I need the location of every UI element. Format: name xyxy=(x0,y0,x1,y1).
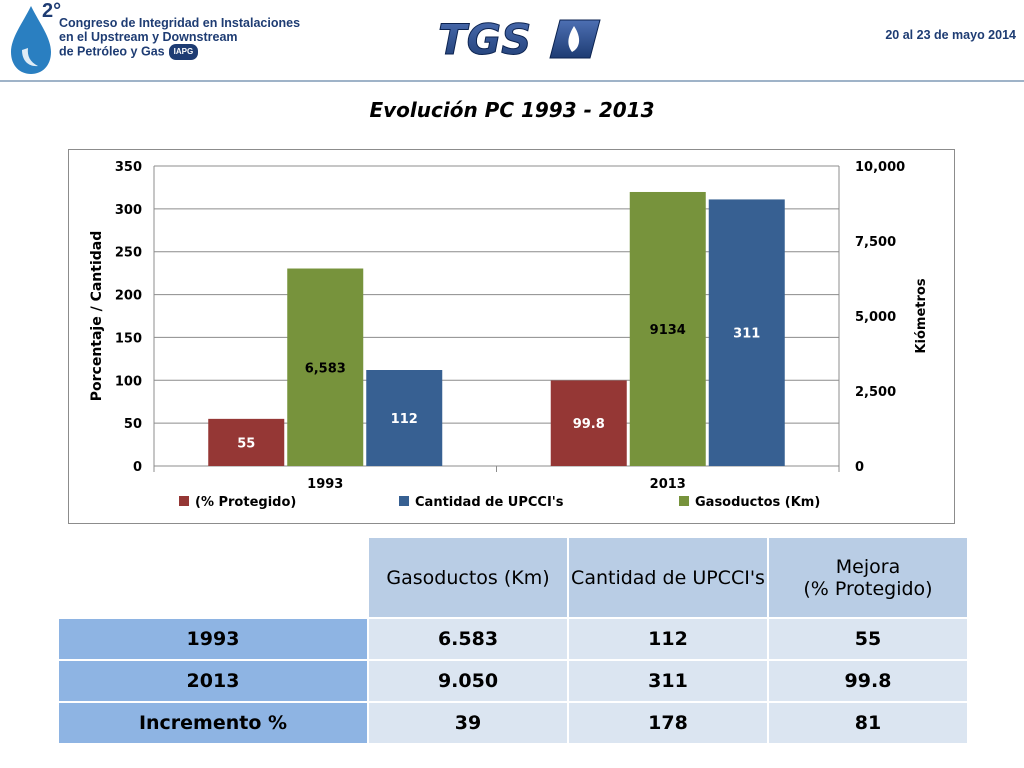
table-row-label: 1993 xyxy=(57,617,369,661)
slide-header: 2° Congreso de Integridad en Instalacion… xyxy=(0,0,1024,80)
bar xyxy=(629,191,706,467)
table-header-cell: Mejora (% Protegido) xyxy=(767,536,969,619)
table-cell: 311 xyxy=(567,659,769,703)
bar-chart: 0 50 100 150 200 250 300 350 0 2,500 5,000 7,500 10,… xyxy=(89,160,929,510)
page-title: Evolución PC 1993 - 2013 xyxy=(369,98,655,122)
tgs-logo-text: TGS xyxy=(438,15,531,62)
y2-tick-label: 10,000 xyxy=(855,160,905,175)
table-row-label: Incremento % xyxy=(57,701,369,745)
table-row: 1993 6.583 112 55 xyxy=(57,617,969,661)
table-cell: 6.583 xyxy=(367,617,569,661)
legend-swatch xyxy=(399,496,409,506)
data-label: 99.8 xyxy=(573,417,605,432)
y-tick-label: 50 xyxy=(124,417,142,432)
x-tick-label: 1993 xyxy=(307,477,343,492)
y-tick-label: 250 xyxy=(115,246,142,261)
table-cell: 9.050 xyxy=(367,659,569,703)
table-header-row: Gasoductos (Km) Cantidad de UPCCI's Mejo… xyxy=(57,536,969,619)
congress-title: Congreso de Integridad en Instalaciones … xyxy=(59,16,300,60)
iapg-badge: IAPG xyxy=(168,44,199,60)
bar xyxy=(550,380,627,466)
bar xyxy=(208,418,285,466)
y-tick-label: 0 xyxy=(133,460,142,475)
y-tick-label: 150 xyxy=(115,331,142,346)
congress-number: 2° xyxy=(42,0,62,22)
table-row-label: 2013 xyxy=(57,659,369,703)
table-header-cell: Gasoductos (Km) xyxy=(367,536,569,619)
data-label: 55 xyxy=(237,436,255,451)
table-cell: 81 xyxy=(767,701,969,745)
bar xyxy=(287,268,364,466)
legend-swatch xyxy=(679,496,689,506)
header-divider xyxy=(0,80,1024,82)
y-tick-label: 100 xyxy=(115,374,142,389)
congress-line: en el Upstream y Downstream xyxy=(59,30,238,44)
data-label: 311 xyxy=(733,327,760,342)
water-drop-icon xyxy=(11,6,51,74)
congress-line: de Petróleo y Gas IAPG xyxy=(59,44,300,60)
bar xyxy=(708,199,785,466)
data-label: 6,583 xyxy=(305,361,346,376)
congress-logo: 2° Congreso de Integridad en Instalacion… xyxy=(6,0,306,76)
y2-tick-label: 5,000 xyxy=(855,310,896,325)
y2-tick-label: 2,500 xyxy=(855,385,896,400)
x-tick-label: 2013 xyxy=(650,477,686,492)
table-cell: 112 xyxy=(567,617,769,661)
y2-tick-label: 7,500 xyxy=(855,235,896,250)
table-cell: 55 xyxy=(767,617,969,661)
table-row: Incremento % 39 178 81 xyxy=(57,701,969,745)
y-tick-label: 350 xyxy=(115,160,142,175)
legend-label: Gasoductos (Km) xyxy=(695,495,820,510)
table-cell: 178 xyxy=(567,701,769,745)
tgs-logo: TGS xyxy=(438,15,601,62)
y-tick-label: 200 xyxy=(115,289,142,304)
table-cell: 39 xyxy=(367,701,569,745)
legend-label: (% Protegido) xyxy=(195,495,296,510)
bar xyxy=(366,370,443,466)
data-label: 112 xyxy=(391,412,418,427)
y-tick-label: 300 xyxy=(115,203,142,218)
table-corner xyxy=(57,536,369,619)
event-dates: 20 al 23 de mayo 2014 xyxy=(885,28,1016,42)
y2-axis-title: Kiómetros xyxy=(914,278,929,353)
table-row: 2013 9.050 311 99.8 xyxy=(57,659,969,703)
y-axis-title: Porcentaje / Cantidad xyxy=(89,231,105,402)
legend-swatch xyxy=(179,496,189,506)
table-cell: 99.8 xyxy=(767,659,969,703)
data-label: 9134 xyxy=(650,323,686,338)
y2-tick-label: 0 xyxy=(855,460,864,475)
legend-label: Cantidad de UPCCI's xyxy=(415,495,564,510)
chart-frame: 0 50 100 150 200 250 300 350 0 2,500 5,000 7,500 10,… xyxy=(68,149,955,524)
table-header-cell: Cantidad de UPCCI's xyxy=(567,536,769,619)
data-table: Gasoductos (Km) Cantidad de UPCCI's Mejo… xyxy=(57,536,969,745)
congress-line-text: de Petróleo y Gas xyxy=(59,44,165,59)
congress-line: Congreso de Integridad en Instalaciones xyxy=(59,16,301,30)
